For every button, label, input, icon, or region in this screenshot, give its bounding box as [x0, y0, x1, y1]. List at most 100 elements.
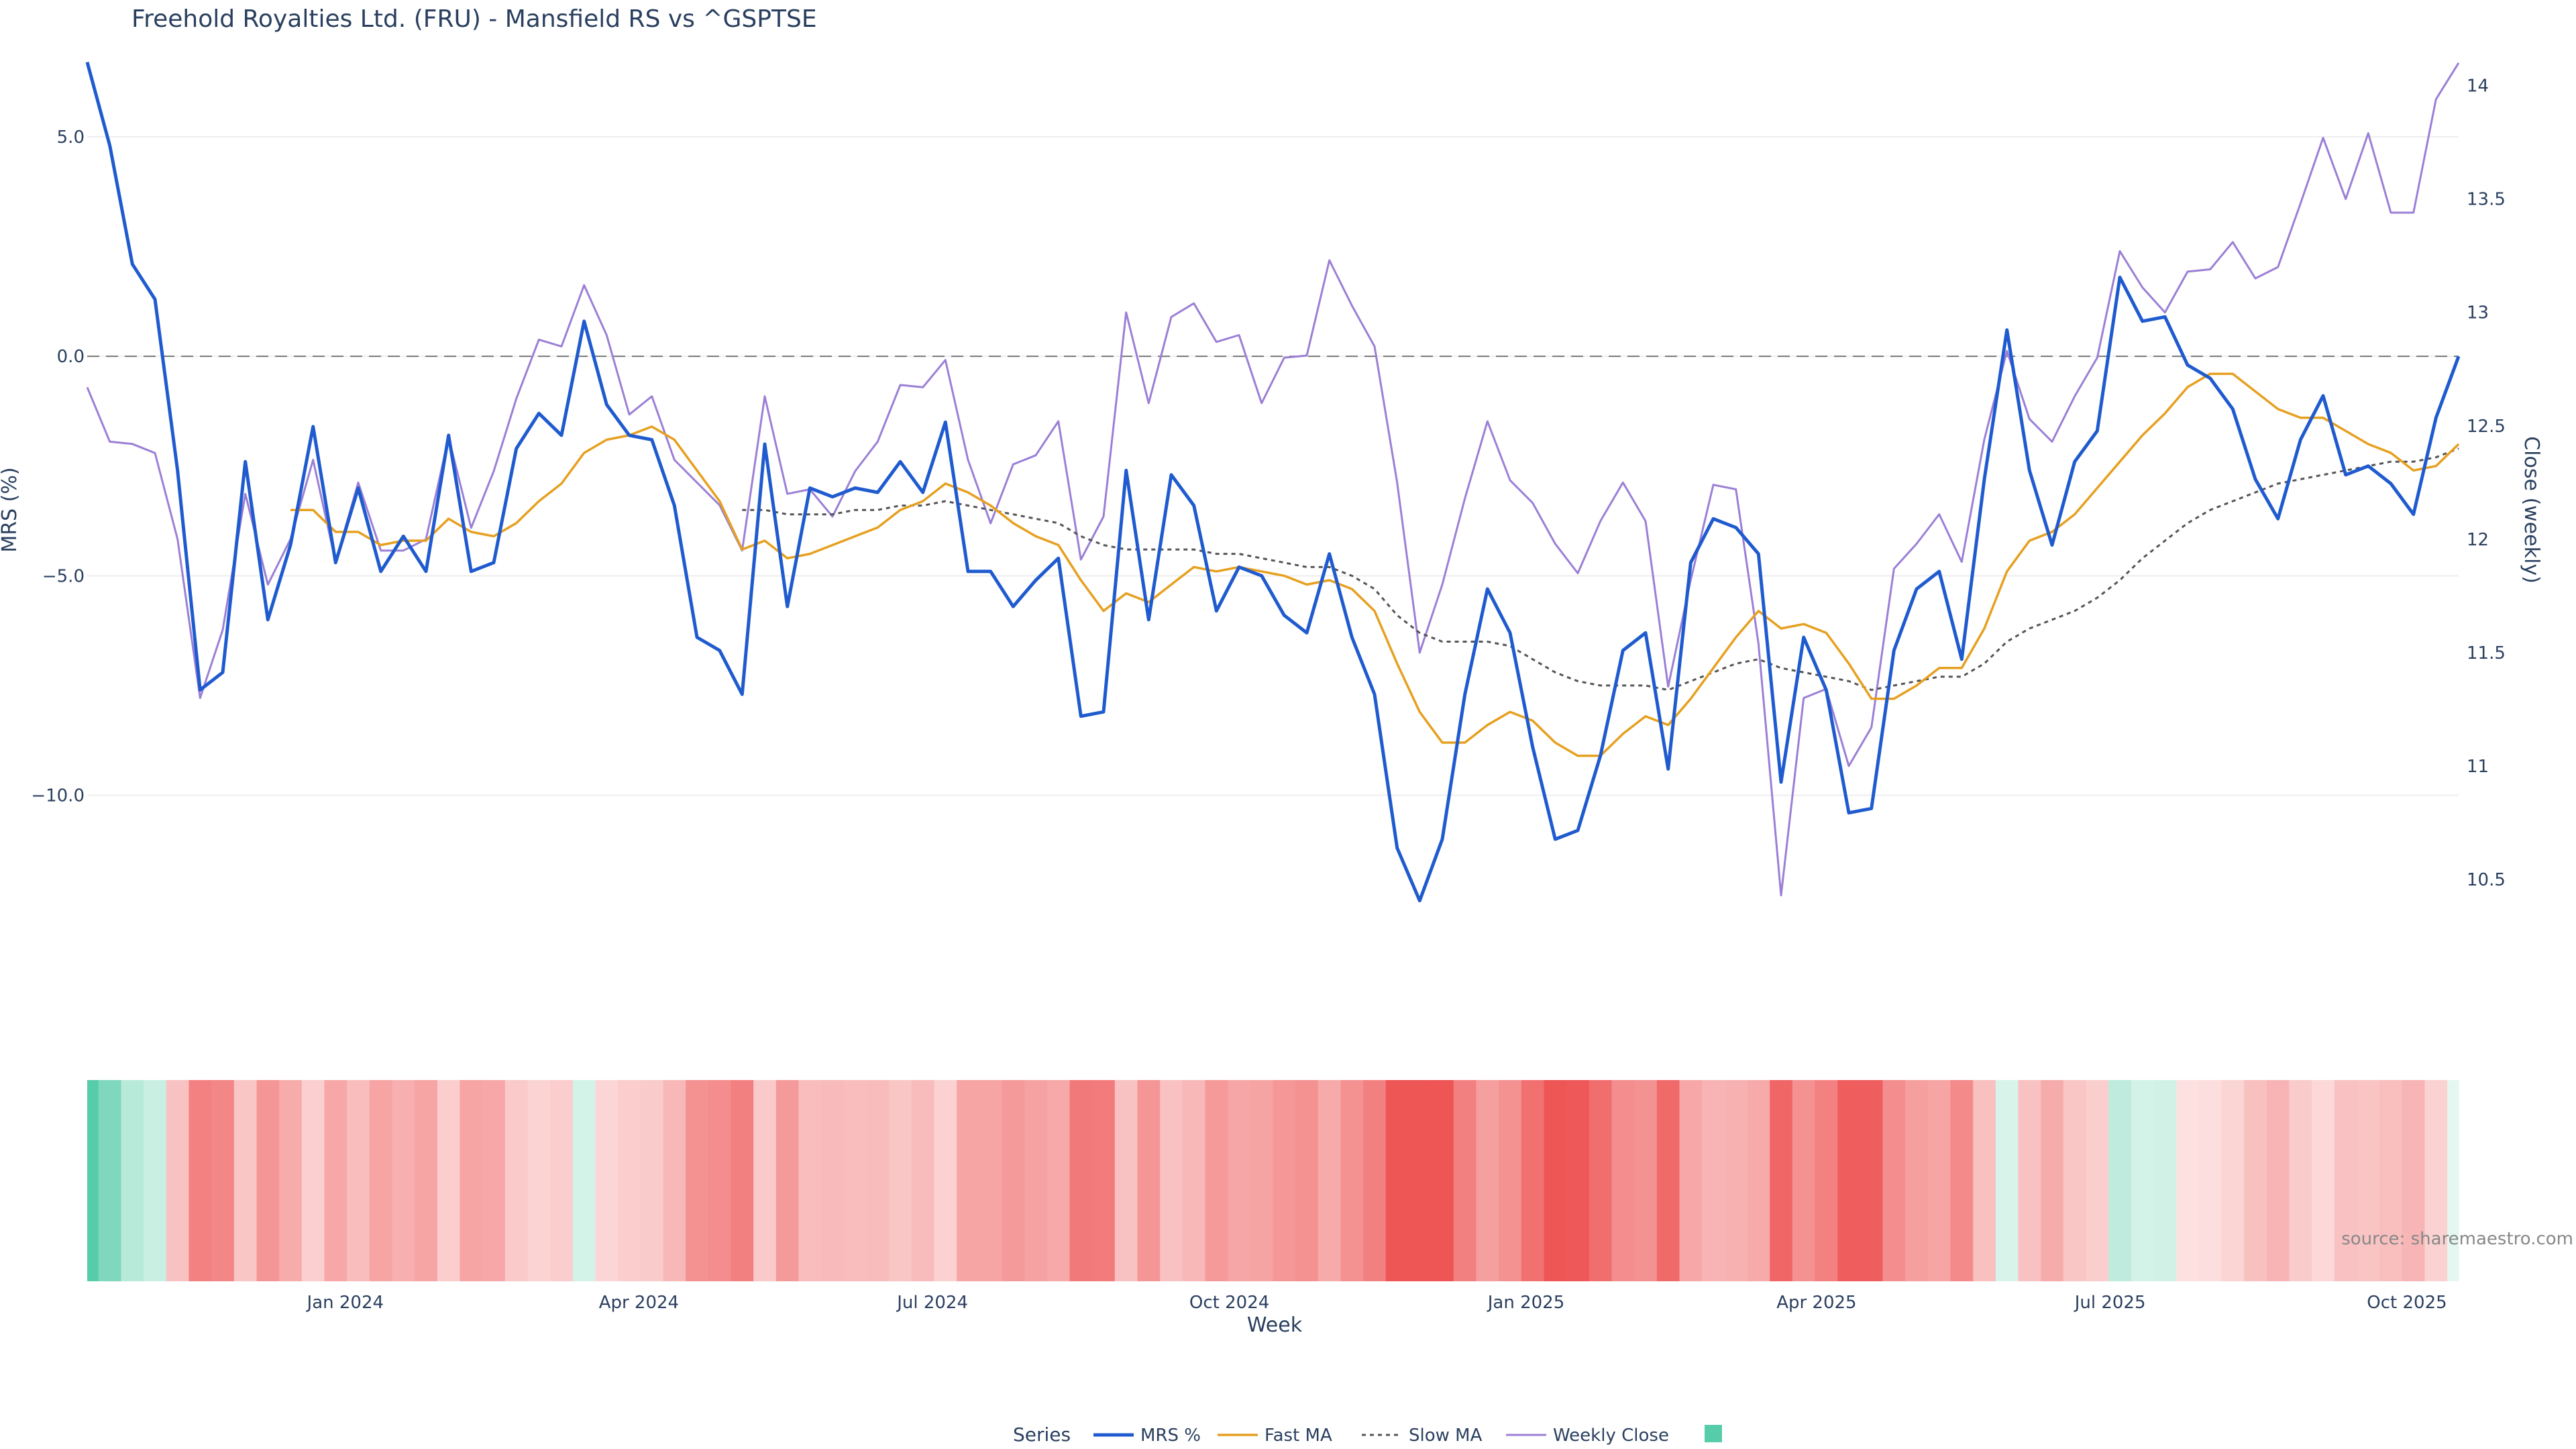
heatmap-cell: [1702, 1080, 1725, 1281]
heatmap-cell: [2063, 1080, 2087, 1281]
heatmap-cell: [979, 1080, 1003, 1281]
y-left-tick-label: −10.0: [31, 786, 85, 806]
heatmap-cell: [2266, 1080, 2290, 1281]
heatmap-cell: [1476, 1080, 1499, 1281]
heatmap-cell: [957, 1080, 980, 1281]
y-left-tick-label: 0.0: [57, 347, 85, 367]
heatmap-cell: [233, 1080, 258, 1281]
heatmap-cell: [1273, 1080, 1296, 1281]
heatmap-cell: [279, 1080, 303, 1281]
heatmap-cell: [1724, 1080, 1748, 1281]
heatmap-cell: [2221, 1080, 2245, 1281]
y-left-axis-title: MRS (%): [0, 467, 21, 552]
heatmap-cell: [1860, 1080, 1884, 1281]
heatmap-cell: [166, 1080, 190, 1281]
heatmap-cell: [211, 1080, 235, 1281]
y-left-tick-label: 5.0: [57, 127, 85, 148]
series-line-slow-ma: [742, 447, 2459, 691]
x-tick-label: Jul 2025: [2074, 1293, 2146, 1313]
heatmap-cell: [2108, 1080, 2132, 1281]
heatmap-cell: [1973, 1080, 1996, 1281]
heatmap-cell: [1770, 1080, 1793, 1281]
axes: 5.0 0.0 −5.0 −10.0 10.5 11 11.5 12 12.5 13 13.5 14 J…: [31, 76, 2506, 1313]
heatmap-cell: [256, 1080, 280, 1281]
y-right-tick-label: 12: [2467, 530, 2489, 550]
heatmap-cell: [1385, 1080, 1409, 1281]
heatmap-cell: [2086, 1080, 2109, 1281]
heatmap-cell: [1318, 1080, 1342, 1281]
heatmap-cell: [504, 1080, 529, 1281]
heatmap-cell: [934, 1080, 957, 1281]
heatmap-cell: [2041, 1080, 2064, 1281]
heatmap-cell: [1905, 1080, 1929, 1281]
heatmap-cell: [1521, 1080, 1545, 1281]
heatmap-cell: [1295, 1080, 1319, 1281]
heatmap-cell: [1950, 1080, 1974, 1281]
series-line-weekly-close: [86, 62, 2460, 897]
heatmap-cell: [1069, 1080, 1093, 1281]
heatmap-cell: [482, 1080, 506, 1281]
heatmap-cell: [686, 1080, 709, 1281]
heatmap-cell: [1340, 1080, 1364, 1281]
heatmap-cell: [618, 1080, 641, 1281]
heatmap-cell: [2244, 1080, 2267, 1281]
heatmap-cell: [1137, 1080, 1161, 1281]
heatmap-cell: [866, 1080, 890, 1281]
x-axis-title: Week: [1247, 1313, 1303, 1337]
heatmap-cell: [1363, 1080, 1387, 1281]
y-right-tick-label: 10.5: [2467, 870, 2506, 890]
chart-title: Freehold Royalties Ltd. (FRU) - Mansfiel…: [131, 5, 817, 33]
heatmap-cell: [731, 1080, 754, 1281]
y-right-tick-label: 11: [2467, 757, 2489, 777]
y-right-tick-label: 13.5: [2467, 190, 2506, 210]
heatmap-cell: [595, 1080, 619, 1281]
heatmap-cell: [1927, 1080, 1951, 1281]
heatmap-cell: [301, 1080, 325, 1281]
heatmap-cell: [1160, 1080, 1183, 1281]
heatmap-cell: [640, 1080, 664, 1281]
heatmap-cell: [1205, 1080, 1228, 1281]
heatmap-cell: [1024, 1080, 1048, 1281]
heatmap-cell: [1679, 1080, 1703, 1281]
heatmap-cell: [550, 1080, 574, 1281]
heatmap-cell: [2198, 1080, 2222, 1281]
heatmap-cell: [798, 1080, 822, 1281]
heatmap-cell: [98, 1080, 122, 1281]
heatmap-cell: [2312, 1080, 2335, 1281]
legend: Series MRS % Fast MA Slow MA Weekly Close: [1013, 1424, 1722, 1446]
source-label: source: sharemaestro.com: [2341, 1229, 2573, 1249]
heatmap-strip: [87, 1080, 2459, 1281]
x-tick-label: Apr 2025: [1776, 1293, 1856, 1313]
y-right-axis-title: Close (weekly): [2520, 436, 2543, 584]
heatmap-cell: [1453, 1080, 1477, 1281]
heatmap-cell: [2018, 1080, 2041, 1281]
heatmap-cell: [1837, 1080, 1861, 1281]
heatmap-cell: [2289, 1080, 2312, 1281]
heatmap-cell: [1815, 1080, 1838, 1281]
heatmap-cell: [1114, 1080, 1138, 1281]
x-tick-label: Jan 2024: [306, 1293, 384, 1313]
heatmap-cell: [1499, 1080, 1522, 1281]
heatmap-cell: [1431, 1080, 1454, 1281]
heatmap-cell: [572, 1080, 596, 1281]
heatmap-cell: [1589, 1080, 1613, 1281]
y-right-tick-label: 13: [2467, 303, 2489, 323]
heatmap-cell: [2402, 1080, 2426, 1281]
x-tick-label: Oct 2024: [1189, 1293, 1269, 1313]
heatmap-cell: [121, 1080, 144, 1281]
y-right-tick-label: 14: [2467, 76, 2489, 97]
heatmap-cell: [189, 1080, 212, 1281]
y-right-tick-label: 11.5: [2467, 643, 2506, 663]
heatmap-cell: [2424, 1080, 2448, 1281]
heatmap-cell: [2334, 1080, 2358, 1281]
legend-label: Weekly Close: [1553, 1426, 1669, 1446]
heatmap-cell: [1747, 1080, 1770, 1281]
heatmap-cell: [1566, 1080, 1590, 1281]
heatmap-cell: [2176, 1080, 2200, 1281]
heatmap-cell: [1544, 1080, 1567, 1281]
heatmap-cell: [1611, 1080, 1635, 1281]
legend-title: Series: [1013, 1424, 1071, 1446]
heatmap-cell: [87, 1080, 99, 1281]
heatmap-cell: [144, 1080, 167, 1281]
heatmap-cell: [2131, 1080, 2155, 1281]
